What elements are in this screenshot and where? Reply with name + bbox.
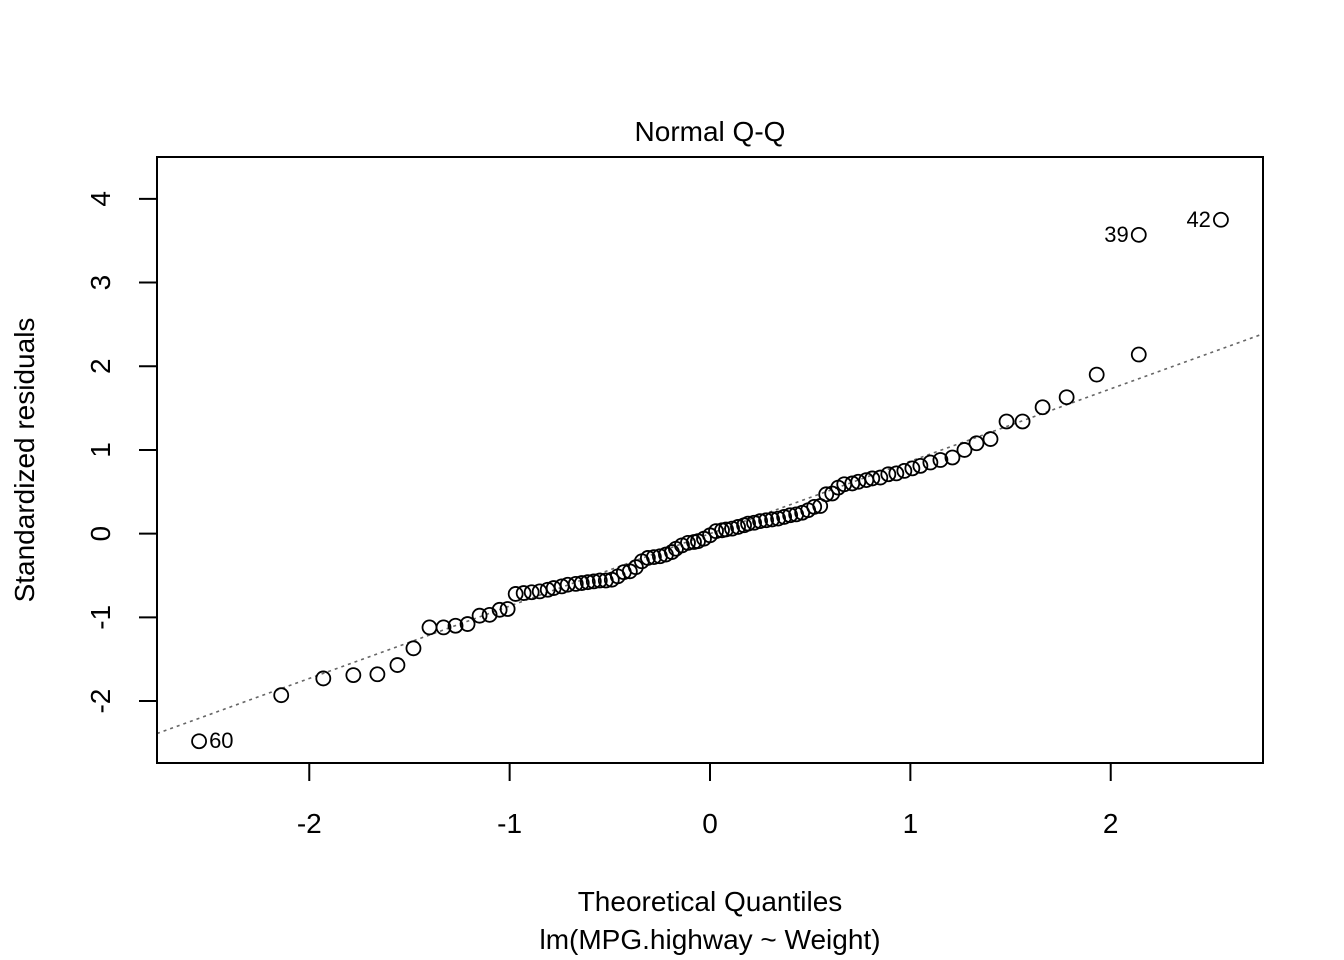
- data-point: [1130, 226, 1147, 243]
- data-point: [718, 521, 734, 538]
- data-point: [680, 534, 696, 551]
- data-point: [896, 462, 913, 479]
- data-point: [579, 574, 596, 591]
- data-point: [998, 413, 1015, 430]
- data-point: [764, 511, 781, 528]
- data-point: [730, 519, 746, 535]
- data-point: [1088, 366, 1105, 383]
- data-point: [1213, 211, 1229, 228]
- data-point: [956, 442, 973, 458]
- data-point: [982, 431, 999, 447]
- y-tick-label: 2: [85, 358, 116, 374]
- x-tick-label: 2: [1103, 808, 1119, 839]
- x-tick-label: 1: [903, 808, 919, 839]
- data-point: [922, 454, 939, 471]
- data-point: [573, 575, 590, 591]
- data-point: [864, 470, 881, 487]
- data-point: [758, 512, 775, 529]
- x-tick-label: -2: [297, 808, 322, 839]
- data-point: [507, 586, 524, 602]
- x-axis-label: Theoretical Quantiles: [578, 886, 843, 917]
- plot-content: 60 39 42: [157, 207, 1263, 753]
- y-tick-label: 4: [85, 191, 116, 207]
- data-point: [888, 465, 905, 482]
- x-tick-label: -1: [497, 808, 522, 839]
- data-point: [872, 469, 889, 486]
- data-point: [1058, 389, 1075, 406]
- data-point: [944, 449, 961, 466]
- data-point: [567, 575, 584, 592]
- data-point: [1034, 399, 1051, 416]
- data-point: [968, 435, 985, 452]
- data-point: [932, 452, 949, 468]
- point-label: 39: [1104, 222, 1128, 247]
- data-point: [459, 616, 476, 632]
- y-tick-label: 1: [85, 442, 116, 458]
- data-point: [740, 515, 756, 532]
- chart-title: Normal Q-Q: [635, 116, 786, 147]
- data-point: [481, 606, 498, 623]
- data-point: [806, 498, 823, 515]
- data-point: [770, 510, 787, 527]
- chart-subtitle: lm(MPG.highway ~ Weight): [539, 924, 880, 955]
- point-label: 60: [209, 728, 233, 753]
- data-point: [191, 733, 207, 750]
- data-point: [724, 520, 740, 537]
- data-point: [818, 486, 835, 503]
- data-point: [1014, 413, 1031, 430]
- data-point: [315, 670, 332, 687]
- data-point: [776, 509, 793, 525]
- data-point: [904, 460, 921, 477]
- data-point: [491, 601, 508, 618]
- y-tick-label: 0: [85, 526, 116, 542]
- data-point: [708, 523, 724, 540]
- x-tick-label: 0: [702, 808, 718, 839]
- y-tick-label: 3: [85, 275, 116, 291]
- data-point: [645, 549, 662, 565]
- data-point: [499, 601, 516, 617]
- x-axis: -2 -1 0 1 2: [297, 762, 1119, 839]
- data-point: [389, 657, 406, 673]
- data-point: [523, 584, 540, 601]
- data-point: [515, 585, 532, 601]
- y-tick-label: -1: [85, 605, 116, 630]
- data-point: [752, 513, 768, 530]
- data-point: [591, 572, 608, 589]
- y-axis-label: Standardized residuals: [9, 318, 40, 603]
- y-tick-label: -2: [85, 689, 116, 714]
- data-point: [447, 617, 464, 634]
- data-point: [585, 573, 602, 590]
- data-point: [782, 507, 799, 524]
- y-axis: -2 -1 0 1 2 3 4: [85, 191, 158, 714]
- point-label: 42: [1186, 207, 1210, 232]
- data-point: [639, 550, 656, 566]
- data-point: [471, 607, 488, 624]
- data-point: [435, 619, 452, 636]
- data-point: [405, 640, 422, 657]
- data-point: [273, 687, 290, 704]
- data-point: [880, 466, 897, 483]
- data-point: [345, 667, 362, 684]
- data-point: [912, 457, 929, 474]
- data-point: [746, 514, 762, 531]
- data-point: [1130, 346, 1147, 363]
- data-point: [369, 666, 386, 683]
